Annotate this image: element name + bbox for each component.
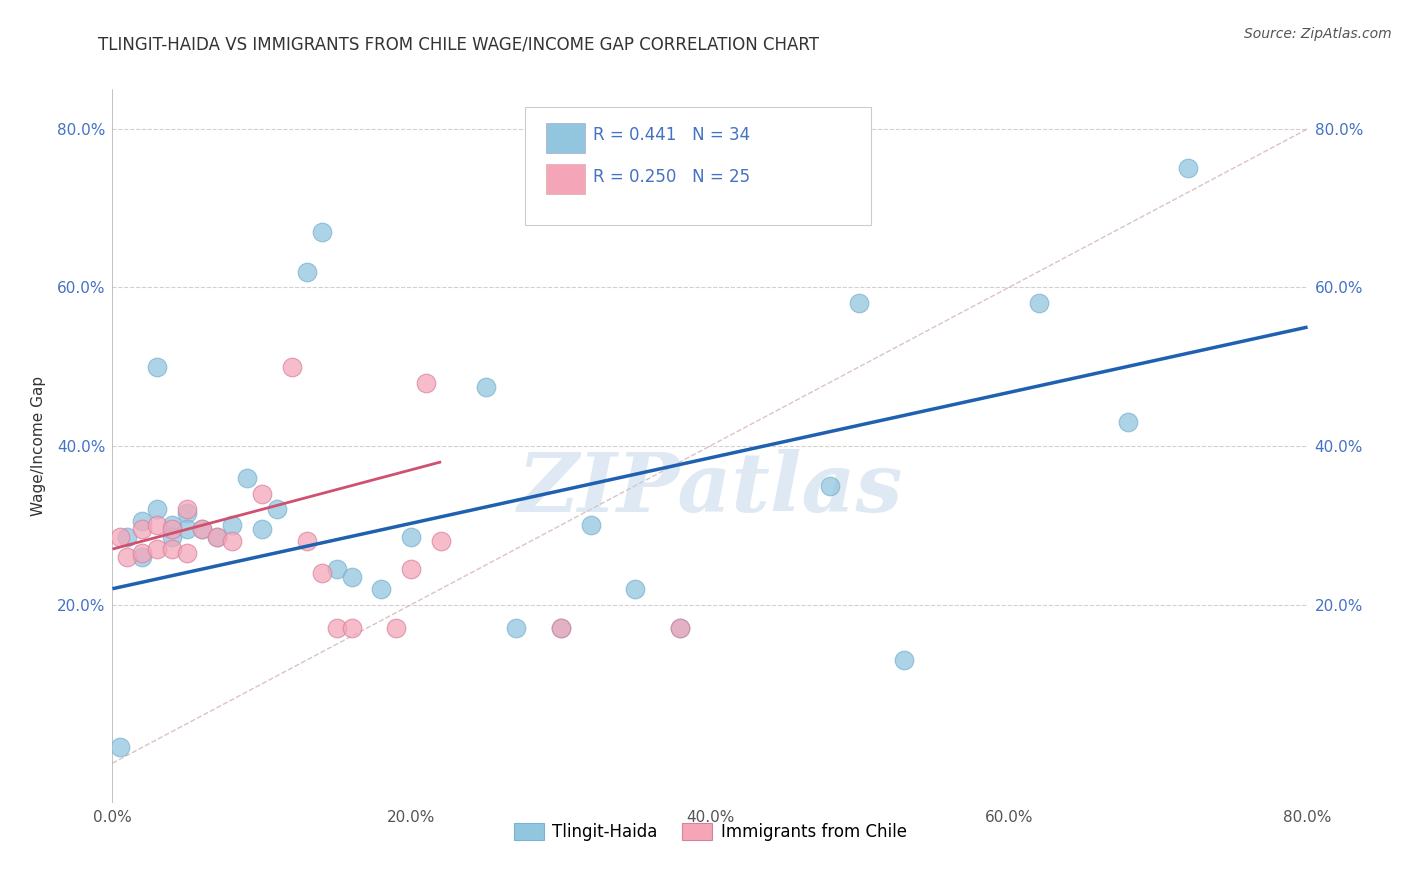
Point: [401, 530, 423, 544]
Point: [131, 546, 153, 560]
Point: [415, 376, 437, 390]
Point: [205, 530, 228, 544]
Point: [325, 621, 347, 635]
Point: [176, 502, 198, 516]
Point: [340, 570, 363, 584]
Point: [117, 549, 139, 564]
Point: [1118, 415, 1140, 429]
Point: [131, 549, 153, 564]
Point: [250, 522, 273, 536]
Point: [818, 478, 841, 492]
Point: [295, 264, 318, 278]
Point: [311, 225, 333, 239]
Point: [430, 534, 453, 549]
FancyBboxPatch shape: [547, 164, 585, 194]
Point: [117, 530, 139, 544]
Point: [401, 562, 423, 576]
Point: [205, 530, 228, 544]
Point: [250, 486, 273, 500]
Point: [370, 582, 392, 596]
Point: [1177, 161, 1199, 176]
Point: [176, 507, 198, 521]
Text: R = 0.441   N = 34: R = 0.441 N = 34: [593, 126, 749, 144]
Point: [191, 522, 214, 536]
Point: [669, 621, 692, 635]
Point: [176, 546, 198, 560]
Point: [848, 296, 870, 310]
Legend: Tlingit-Haida, Immigrants from Chile: Tlingit-Haida, Immigrants from Chile: [506, 816, 914, 848]
Point: [669, 621, 692, 635]
Point: [236, 471, 259, 485]
Text: R = 0.250   N = 25: R = 0.250 N = 25: [593, 168, 749, 186]
FancyBboxPatch shape: [547, 123, 585, 153]
Point: [131, 514, 153, 528]
Point: [1028, 296, 1050, 310]
Point: [505, 621, 527, 635]
Point: [281, 359, 304, 374]
Point: [385, 621, 408, 635]
Point: [131, 522, 153, 536]
Point: [108, 740, 131, 755]
Point: [550, 621, 572, 635]
Point: [146, 542, 169, 557]
FancyBboxPatch shape: [524, 107, 872, 225]
Point: [624, 582, 647, 596]
Point: [340, 621, 363, 635]
Point: [893, 653, 915, 667]
Point: [311, 566, 333, 580]
Point: [162, 530, 183, 544]
Point: [108, 530, 131, 544]
Point: [162, 542, 183, 557]
Point: [550, 621, 572, 635]
Point: [191, 522, 214, 536]
Point: [221, 534, 243, 549]
Point: [146, 502, 169, 516]
Text: ZIPatlas: ZIPatlas: [517, 449, 903, 529]
Text: Source: ZipAtlas.com: Source: ZipAtlas.com: [1244, 27, 1392, 41]
Text: TLINGIT-HAIDA VS IMMIGRANTS FROM CHILE WAGE/INCOME GAP CORRELATION CHART: TLINGIT-HAIDA VS IMMIGRANTS FROM CHILE W…: [98, 36, 820, 54]
Point: [579, 518, 602, 533]
Point: [295, 534, 318, 549]
Point: [162, 522, 183, 536]
Point: [176, 522, 198, 536]
Point: [266, 502, 288, 516]
Point: [325, 562, 347, 576]
Point: [162, 518, 183, 533]
Point: [146, 518, 169, 533]
Point: [146, 359, 169, 374]
Y-axis label: Wage/Income Gap: Wage/Income Gap: [31, 376, 46, 516]
Point: [475, 379, 498, 393]
Point: [221, 518, 243, 533]
